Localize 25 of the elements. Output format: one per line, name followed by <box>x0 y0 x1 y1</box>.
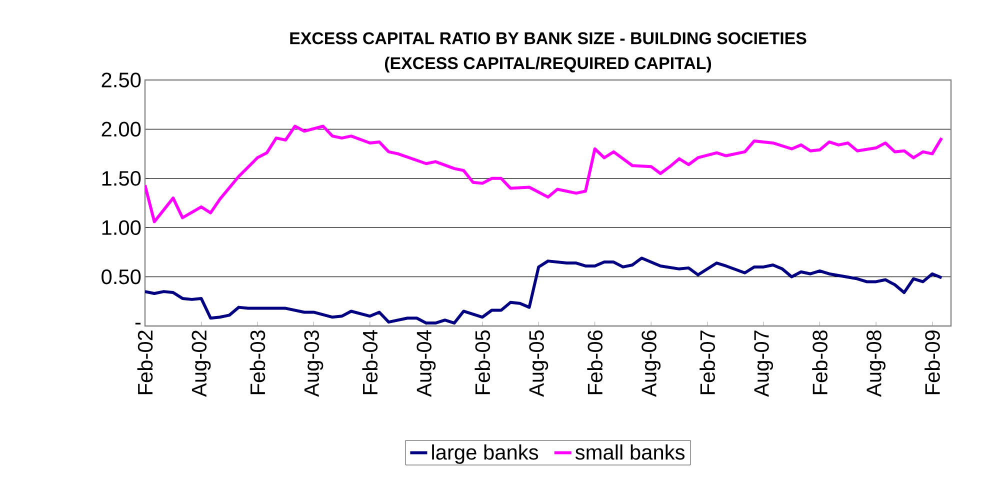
x-tick-label: Feb-09 <box>924 330 940 394</box>
y-tick-label: 1.00 <box>102 220 141 236</box>
y-tick-label: 2.00 <box>102 122 141 137</box>
legend-label: small banks <box>575 444 685 460</box>
chart-title: EXCESS CAPITAL RATIO BY BANK SIZE - BUILDING SOCIETIES <box>290 32 806 44</box>
x-tick-label: Aug-05 <box>529 330 548 397</box>
x-tick-label: Aug-02 <box>192 330 211 397</box>
x-tick-label: Feb-03 <box>250 330 266 394</box>
x-tick-label: Feb-06 <box>587 330 603 394</box>
x-tick-label: Aug-06 <box>642 330 661 397</box>
x-tick-label: Feb-08 <box>812 330 828 394</box>
x-tick-label: Feb-07 <box>700 330 716 394</box>
chart-subtitle: (EXCESS CAPITAL/REQUIRED CAPITAL) <box>384 56 712 72</box>
x-tick-label: Feb-05 <box>474 330 490 394</box>
x-tick-label: Aug-04 <box>416 330 436 397</box>
y-tick-label: 0.50 <box>102 269 141 284</box>
x-tick-label: Feb-04 <box>362 330 378 394</box>
legend-label: large banks <box>432 444 538 464</box>
x-tick-label: Feb-02 <box>137 330 153 394</box>
x-tick-label: Aug-03 <box>304 330 324 397</box>
x-tick-label: Aug-07 <box>754 330 774 397</box>
x-tick-label: Aug-08 <box>866 330 886 397</box>
y-tick-label: 2.50 <box>102 72 141 88</box>
y-tick-label: - <box>135 322 141 324</box>
y-tick-label: 1.50 <box>102 170 141 186</box>
